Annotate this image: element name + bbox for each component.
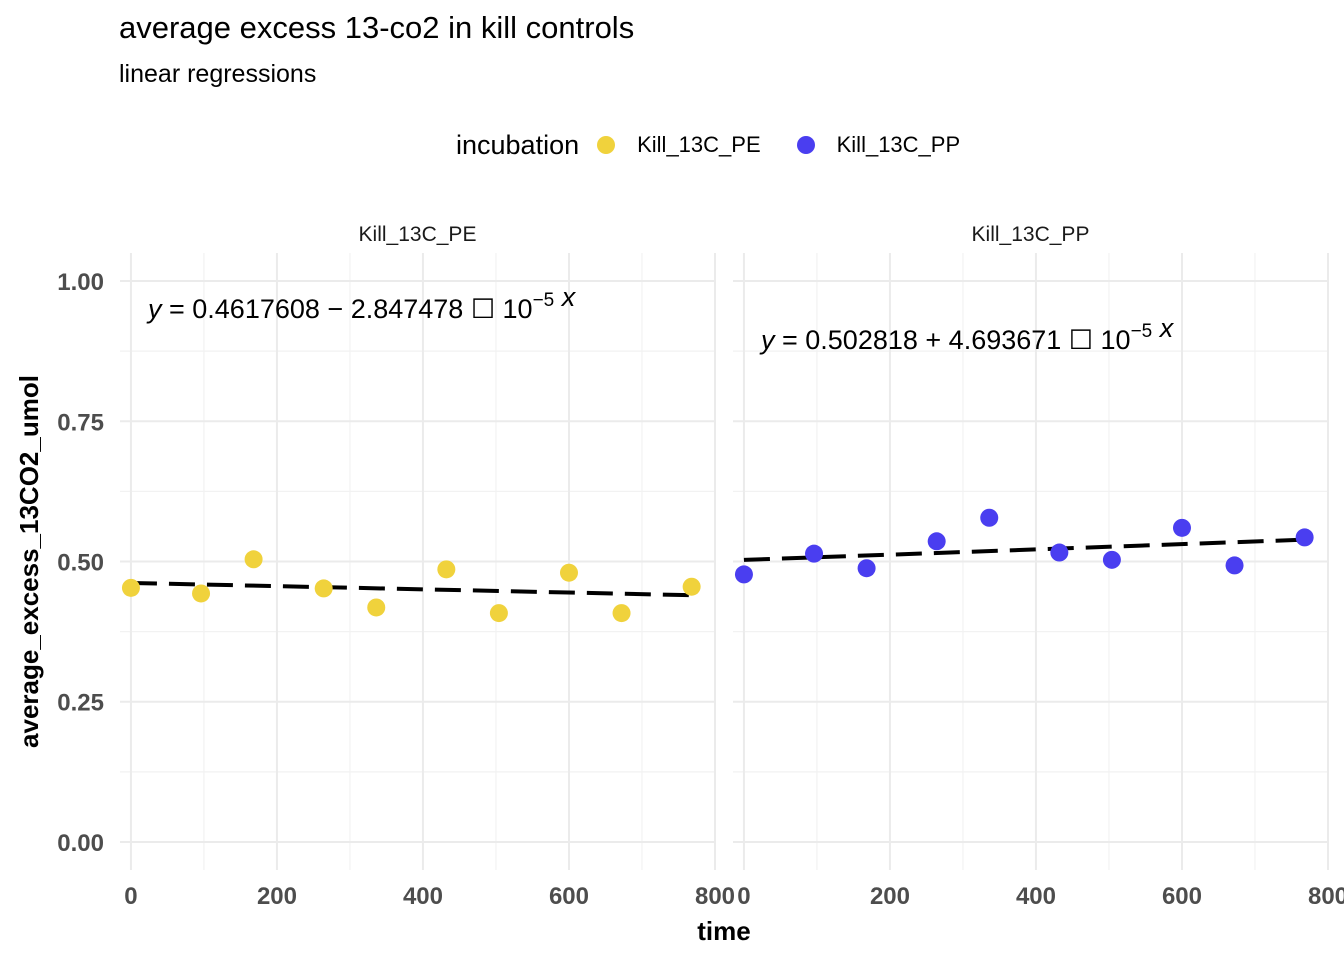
y-tick-label: 0.50 xyxy=(57,550,104,577)
y-tick-label: 0.00 xyxy=(57,830,104,857)
x-tick-label: 600 xyxy=(549,883,589,910)
equation-part: = 0.4617608 xyxy=(162,294,320,324)
data-point xyxy=(1295,528,1314,547)
equation-part: 4.693671 xyxy=(949,325,1062,355)
x-tick-label: 0 xyxy=(737,883,750,910)
y-tick-label: 1.00 xyxy=(57,269,104,296)
x-tick-label: 400 xyxy=(1016,883,1056,910)
equation-part: ☐ xyxy=(1061,325,1100,355)
legend-key-dot xyxy=(597,136,616,154)
data-point xyxy=(980,508,999,527)
equation-part: −5 xyxy=(533,290,555,311)
facet-panel: Kill_13C_PP 0 200 400 600 800 y = 0.502818 + 4… xyxy=(733,223,1344,910)
equation-part: 10 xyxy=(503,294,533,324)
equation-part: 10 xyxy=(1101,325,1131,355)
chart-subtitle: linear regressions xyxy=(119,60,317,88)
data-point xyxy=(121,578,140,597)
data-point xyxy=(489,604,508,623)
data-point xyxy=(314,579,333,598)
regression-equation: y = 0.502818 + 4.693671 ☐ 10−5 x xyxy=(759,313,1175,355)
equation-part: y xyxy=(146,294,163,324)
y-axis-title: average_excess_13CO2_umol xyxy=(14,375,44,748)
equation-part: ☐ xyxy=(463,294,502,324)
data-point xyxy=(367,598,386,617)
legend-label: Kill_13C_PP xyxy=(836,132,961,157)
data-point xyxy=(805,544,824,563)
y-tick-label: 0.25 xyxy=(57,690,104,717)
x-tick-label: 800 xyxy=(1308,883,1344,910)
facet-strip-label: Kill_13C_PP xyxy=(972,223,1090,246)
regression-equation: y = 0.4617608 − 2.847478 ☐ 10−5 x xyxy=(146,282,577,324)
x-axis-title: time xyxy=(697,916,750,946)
equation-part: x xyxy=(1152,313,1175,343)
chart-title: average excess 13-co2 in kill controls xyxy=(119,10,635,45)
legend-label: Kill_13C_PE xyxy=(637,132,761,157)
legend-title: incubation xyxy=(456,129,580,160)
x-tick-label: 200 xyxy=(257,883,297,910)
y-tick-label: 0.75 xyxy=(57,409,104,436)
data-point xyxy=(1172,518,1191,537)
legend-item-kill-13c-pe: Kill_13C_PE xyxy=(597,132,761,158)
regression-line xyxy=(130,580,692,598)
data-point xyxy=(857,559,876,578)
regression-line xyxy=(743,537,1305,562)
data-point xyxy=(559,563,578,582)
data-point xyxy=(1102,550,1121,569)
legend-key-dot xyxy=(796,136,815,154)
equation-part: + xyxy=(918,325,949,355)
data-point xyxy=(192,584,211,603)
x-tick-label: 200 xyxy=(870,883,910,910)
legend-item-kill-13c-pp: Kill_13C_PP xyxy=(796,132,961,158)
equation-part: x xyxy=(554,282,577,312)
facet-strip-label: Kill_13C_PE xyxy=(359,223,477,246)
x-tick-label: 400 xyxy=(403,883,443,910)
facet-panel: Kill_13C_PE 0 200 400 600 800 y = 0.4617608 − … xyxy=(120,223,735,910)
data-point xyxy=(437,560,456,579)
data-point xyxy=(927,532,946,551)
x-tick-label: 800 xyxy=(695,883,735,910)
legend: incubation Kill_13C_PE Kill_13C_PP xyxy=(456,125,996,165)
data-point xyxy=(734,565,753,584)
data-point xyxy=(1225,556,1244,575)
equation-part: −5 xyxy=(1131,321,1153,342)
x-tick-label: 600 xyxy=(1162,883,1202,910)
data-point xyxy=(1050,543,1069,562)
x-tick-label: 0 xyxy=(124,883,137,910)
data-point xyxy=(612,604,631,623)
equation-part: − xyxy=(320,294,351,324)
equation-part: y xyxy=(759,325,776,355)
data-point xyxy=(244,550,263,569)
equation-part: = 0.502818 xyxy=(775,325,918,355)
data-point xyxy=(682,577,701,596)
equation-part: 2.847478 xyxy=(351,294,464,324)
